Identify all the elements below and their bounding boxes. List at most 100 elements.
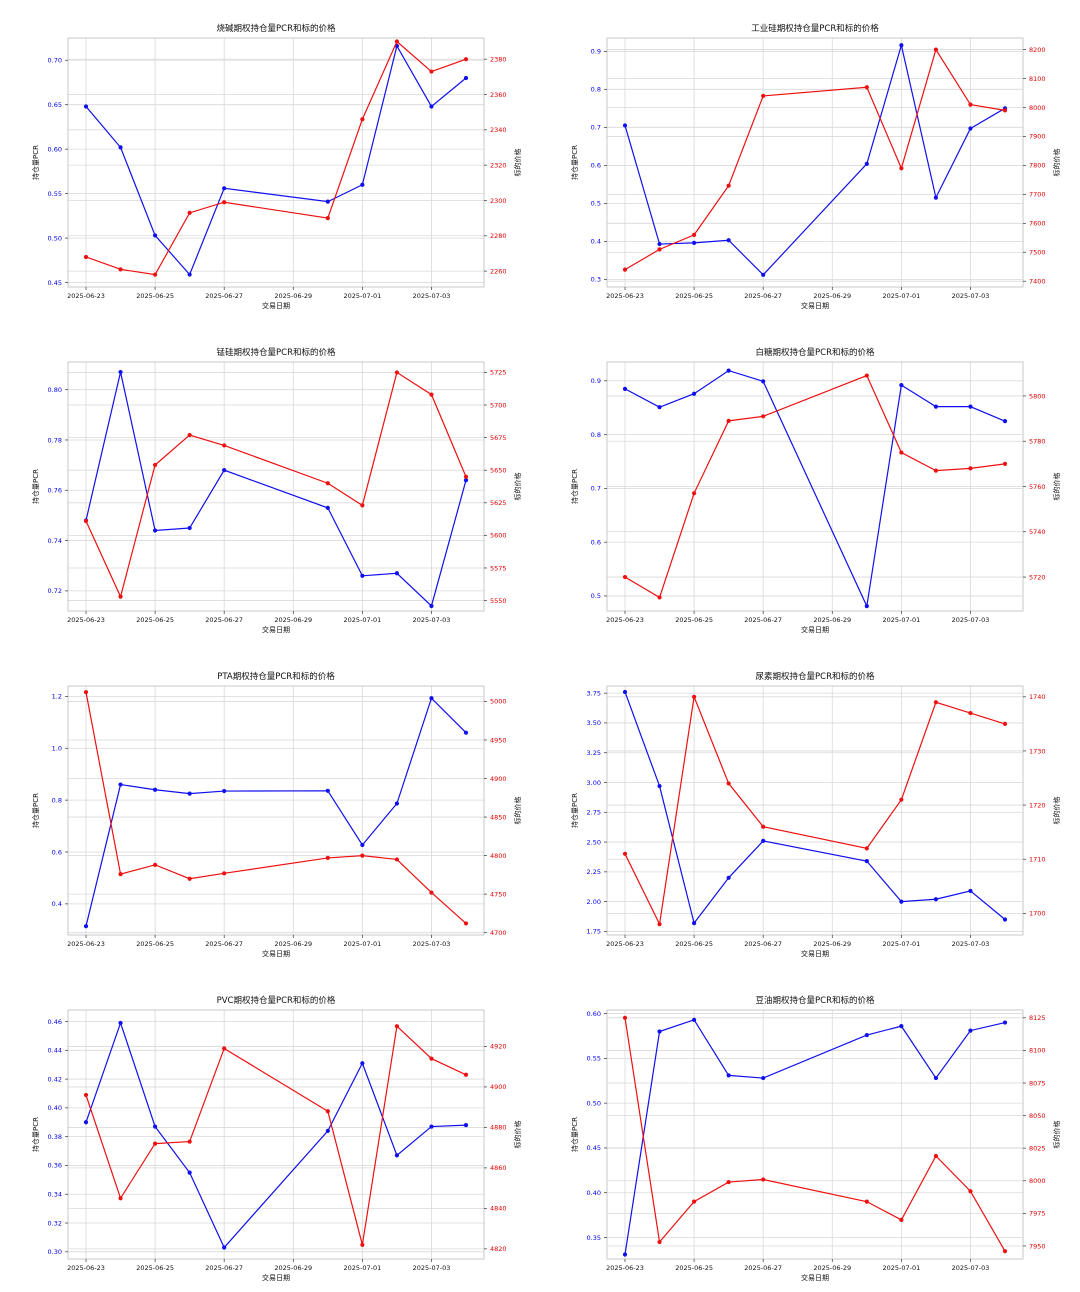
right-tick-label: 7800 (1029, 162, 1046, 170)
x-tick-label: 2025-06-23 (606, 292, 644, 300)
pcr-series-line (624, 42, 1006, 276)
price-series-line (85, 40, 467, 276)
price-point (933, 700, 939, 705)
right-tick-label: 5725 (490, 369, 507, 377)
price-point (622, 851, 628, 856)
plot-frame (67, 37, 485, 288)
left-axis-label: 持仓量PCR (31, 793, 40, 828)
left-tick-label: 0.34 (48, 1191, 62, 1199)
pcr-point (968, 1028, 973, 1033)
price-point (152, 862, 158, 867)
x-tick-label: 2025-07-03 (413, 1264, 451, 1272)
left-axis-label: 持仓量PCR (31, 145, 40, 180)
right-tick-label: 1710 (1029, 856, 1046, 864)
right-tick-label: 4920 (490, 1043, 507, 1051)
right-tick-label: 8200 (1029, 46, 1046, 54)
left-tick-label: 0.9 (591, 48, 601, 56)
price-point (463, 57, 469, 62)
right-tick-label: 4900 (490, 775, 507, 783)
price-point (622, 267, 628, 272)
left-tick-label: 0.46 (48, 1018, 62, 1026)
right-tick-label: 8075 (1029, 1079, 1046, 1087)
right-tick-label: 4820 (490, 1245, 507, 1253)
pcr-point (864, 859, 869, 864)
pcr-point (726, 368, 731, 373)
pcr-point (325, 199, 330, 204)
left-tick-label: 0.72 (48, 587, 62, 595)
x-axis-label: 交易日期 (801, 625, 829, 634)
right-tick-label: 7900 (1029, 133, 1046, 141)
right-tick-label: 4840 (490, 1205, 507, 1213)
x-tick-label: 2025-06-27 (205, 940, 243, 948)
right-axis-label: 标的价格 (513, 473, 522, 501)
x-tick-label: 2025-06-23 (606, 616, 644, 624)
pcr-point (622, 689, 628, 695)
right-tick-label: 7400 (1029, 278, 1046, 286)
price-point (152, 272, 158, 277)
x-tick-label: 2025-07-03 (952, 1264, 990, 1272)
chart-title: PTA期权持仓量PCR和标的价格 (217, 671, 335, 682)
left-tick-label: 0.8 (52, 796, 62, 804)
right-tick-label: 5740 (1029, 528, 1046, 536)
right-tick-label: 7950 (1029, 1242, 1046, 1250)
price-point (394, 857, 400, 862)
pcr-point (899, 383, 904, 388)
price-point (726, 781, 731, 786)
pcr-point (152, 1124, 158, 1129)
chart-title: PVC期权持仓量PCR和标的价格 (217, 995, 336, 1006)
pcr-point (726, 238, 731, 243)
x-tick-label: 2025-06-29 (274, 292, 312, 300)
right-tick-label: 5600 (490, 532, 507, 540)
pcr-point (187, 272, 192, 277)
right-tick-label: 5675 (490, 434, 507, 442)
x-tick-label: 2025-07-01 (343, 940, 381, 948)
pcr-point (899, 43, 904, 48)
left-tick-label: 0.50 (48, 234, 62, 242)
left-tick-label: 0.30 (48, 1248, 62, 1256)
left-tick-label: 0.6 (591, 162, 601, 170)
pcr-series-line (85, 371, 467, 608)
left-tick-label: 0.38 (48, 1133, 62, 1141)
price-point (968, 466, 973, 471)
pcr-point (118, 145, 123, 150)
price-point (222, 200, 227, 205)
pcr-series-line (624, 1019, 1006, 1255)
left-tick-label: 0.45 (587, 1144, 601, 1152)
price-point (1002, 461, 1008, 466)
right-tick-label: 7500 (1029, 249, 1046, 257)
left-tick-label: 0.50 (587, 1099, 601, 1107)
price-point (864, 1199, 869, 1204)
price-point (360, 1242, 365, 1247)
left-tick-label: 1.0 (52, 745, 62, 753)
pcr-point (222, 1245, 227, 1250)
left-tick-label: 0.45 (48, 279, 62, 287)
pcr-point (726, 875, 731, 880)
x-tick-label: 2025-06-25 (136, 616, 174, 624)
pcr-point (864, 1032, 869, 1038)
pcr-point (83, 104, 89, 109)
right-tick-label: 2380 (490, 55, 507, 63)
price-point (761, 414, 766, 419)
right-tick-label: 5720 (1029, 573, 1046, 581)
pcr-point (657, 405, 662, 410)
x-tick-label: 2025-07-01 (882, 940, 920, 948)
right-tick-label: 5625 (490, 499, 507, 507)
pcr-point (394, 801, 400, 806)
price-point (429, 69, 434, 74)
left-tick-label: 2.50 (587, 838, 601, 846)
price-point (187, 432, 192, 438)
right-tick-label: 5575 (490, 564, 507, 572)
x-tick-label: 2025-07-03 (413, 616, 451, 624)
pcr-series-line (85, 697, 467, 927)
pcr-point (429, 1124, 434, 1129)
left-tick-label: 0.55 (587, 1055, 601, 1063)
pcr-point (657, 241, 662, 247)
pcr-point (83, 1120, 89, 1125)
price-point (968, 710, 973, 716)
pcr-point (899, 1024, 904, 1029)
pcr-point (761, 379, 766, 384)
price-point (1002, 1249, 1008, 1254)
left-tick-label: 0.4 (52, 900, 62, 908)
price-point (657, 1239, 662, 1245)
left-tick-label: 0.6 (591, 538, 601, 546)
